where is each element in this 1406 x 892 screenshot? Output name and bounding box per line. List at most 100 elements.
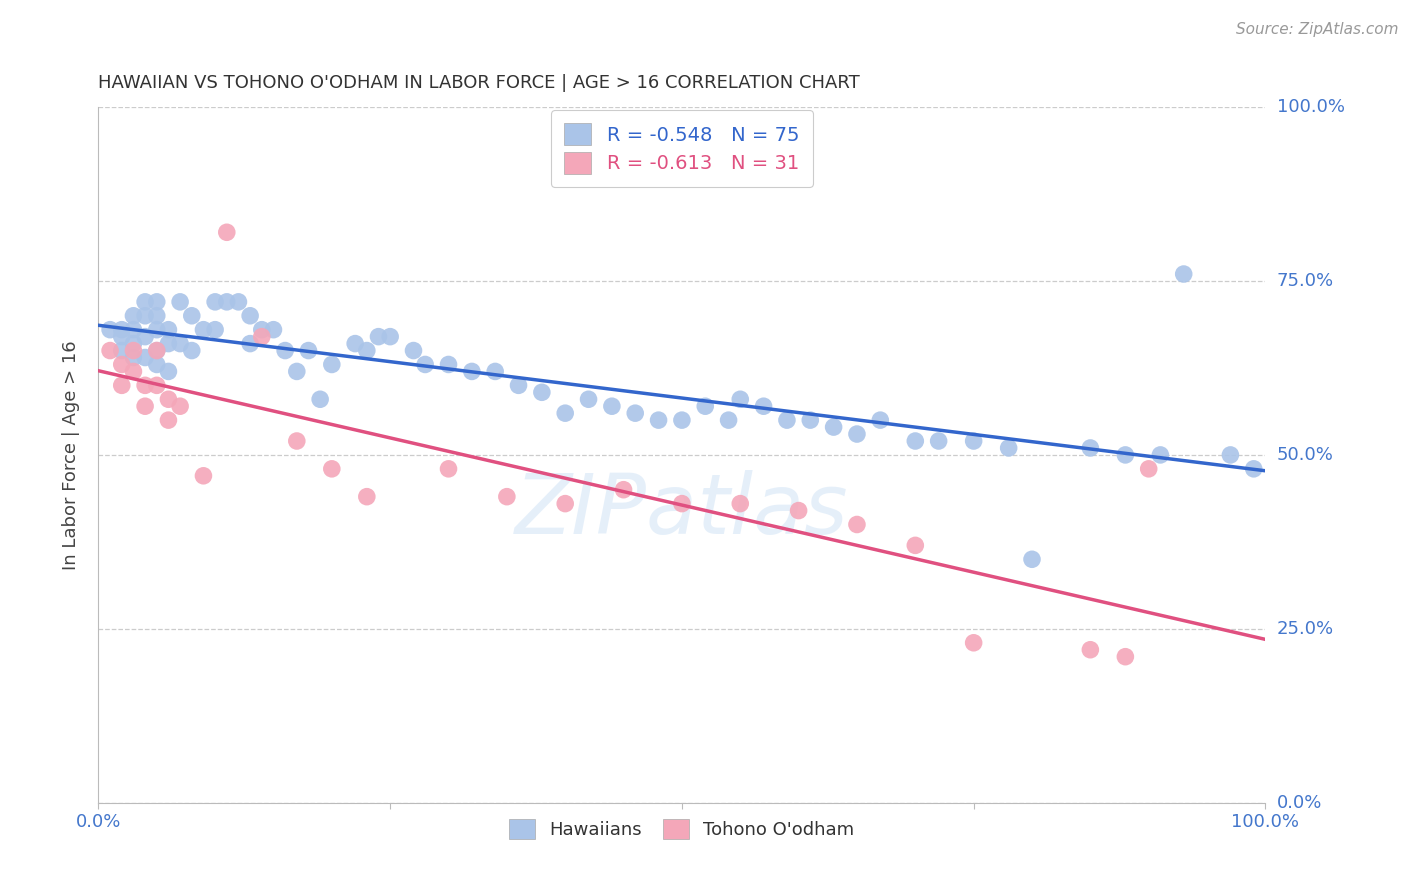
Point bbox=[1149, 448, 1171, 462]
Point bbox=[215, 294, 238, 309]
Point bbox=[1243, 462, 1265, 476]
Point bbox=[321, 462, 343, 476]
Y-axis label: In Labor Force | Age > 16: In Labor Force | Age > 16 bbox=[62, 340, 80, 570]
Point bbox=[285, 364, 308, 378]
Point bbox=[157, 413, 180, 427]
Point bbox=[437, 358, 460, 372]
Text: ZIPatlas: ZIPatlas bbox=[515, 470, 849, 551]
Point bbox=[1080, 642, 1102, 657]
Point bbox=[193, 323, 215, 337]
Point bbox=[554, 497, 576, 511]
Text: 0.0%: 0.0% bbox=[1277, 794, 1322, 812]
Point bbox=[122, 309, 145, 323]
Point bbox=[122, 343, 145, 358]
Point bbox=[146, 294, 169, 309]
Point bbox=[146, 343, 169, 358]
Point bbox=[695, 399, 717, 413]
Point bbox=[554, 406, 576, 420]
Point bbox=[1021, 552, 1043, 566]
Text: 50.0%: 50.0% bbox=[1277, 446, 1333, 464]
Point bbox=[111, 329, 134, 343]
Point bbox=[157, 392, 180, 407]
Point bbox=[169, 399, 191, 413]
Point bbox=[461, 364, 484, 378]
Point bbox=[157, 364, 180, 378]
Point bbox=[122, 351, 145, 365]
Point bbox=[98, 343, 121, 358]
Point bbox=[146, 358, 169, 372]
Point bbox=[496, 490, 519, 504]
Point bbox=[730, 497, 752, 511]
Point bbox=[904, 434, 927, 448]
Point bbox=[647, 413, 669, 427]
Point bbox=[250, 329, 273, 343]
Point bbox=[274, 343, 297, 358]
Point bbox=[508, 378, 530, 392]
Legend: Hawaiians, Tohono O'odham: Hawaiians, Tohono O'odham bbox=[502, 812, 862, 846]
Point bbox=[344, 336, 367, 351]
Point bbox=[169, 336, 191, 351]
Point bbox=[671, 497, 693, 511]
Point bbox=[146, 323, 169, 337]
Point bbox=[169, 294, 191, 309]
Point bbox=[484, 364, 506, 378]
Point bbox=[111, 343, 134, 358]
Point bbox=[437, 462, 460, 476]
Text: HAWAIIAN VS TOHONO O'ODHAM IN LABOR FORCE | AGE > 16 CORRELATION CHART: HAWAIIAN VS TOHONO O'ODHAM IN LABOR FORC… bbox=[98, 74, 860, 92]
Point bbox=[1114, 448, 1136, 462]
Point bbox=[297, 343, 319, 358]
Point bbox=[285, 434, 308, 448]
Point bbox=[600, 399, 623, 413]
Point bbox=[869, 413, 891, 427]
Point bbox=[146, 343, 169, 358]
Point bbox=[624, 406, 647, 420]
Point bbox=[134, 399, 156, 413]
Point bbox=[1114, 649, 1136, 664]
Point bbox=[613, 483, 636, 497]
Point bbox=[157, 323, 180, 337]
Point bbox=[122, 364, 145, 378]
Point bbox=[997, 441, 1019, 455]
Point bbox=[1219, 448, 1241, 462]
Point bbox=[671, 413, 693, 427]
Point bbox=[846, 427, 869, 442]
Point bbox=[122, 336, 145, 351]
Point bbox=[1173, 267, 1195, 281]
Point bbox=[356, 490, 378, 504]
Point bbox=[356, 343, 378, 358]
Point bbox=[717, 413, 740, 427]
Text: Source: ZipAtlas.com: Source: ZipAtlas.com bbox=[1236, 22, 1399, 37]
Point bbox=[1137, 462, 1160, 476]
Text: 100.0%: 100.0% bbox=[1277, 98, 1344, 116]
Point bbox=[530, 385, 553, 400]
Text: 75.0%: 75.0% bbox=[1277, 272, 1334, 290]
Point bbox=[98, 323, 121, 337]
Text: 25.0%: 25.0% bbox=[1277, 620, 1334, 638]
Point bbox=[962, 636, 984, 650]
Point bbox=[180, 309, 202, 323]
Point bbox=[380, 329, 402, 343]
Point bbox=[157, 336, 180, 351]
Point bbox=[776, 413, 799, 427]
Point bbox=[799, 413, 821, 427]
Point bbox=[262, 323, 284, 337]
Point bbox=[111, 323, 134, 337]
Point bbox=[228, 294, 250, 309]
Point bbox=[111, 378, 134, 392]
Point bbox=[730, 392, 752, 407]
Point bbox=[204, 323, 226, 337]
Point bbox=[413, 358, 436, 372]
Point bbox=[367, 329, 389, 343]
Point bbox=[134, 378, 156, 392]
Point bbox=[134, 294, 156, 309]
Point bbox=[180, 343, 202, 358]
Point bbox=[204, 294, 226, 309]
Point bbox=[928, 434, 950, 448]
Point bbox=[122, 323, 145, 337]
Point bbox=[215, 225, 238, 239]
Point bbox=[193, 468, 215, 483]
Point bbox=[578, 392, 600, 407]
Point bbox=[1080, 441, 1102, 455]
Point bbox=[402, 343, 425, 358]
Point bbox=[962, 434, 984, 448]
